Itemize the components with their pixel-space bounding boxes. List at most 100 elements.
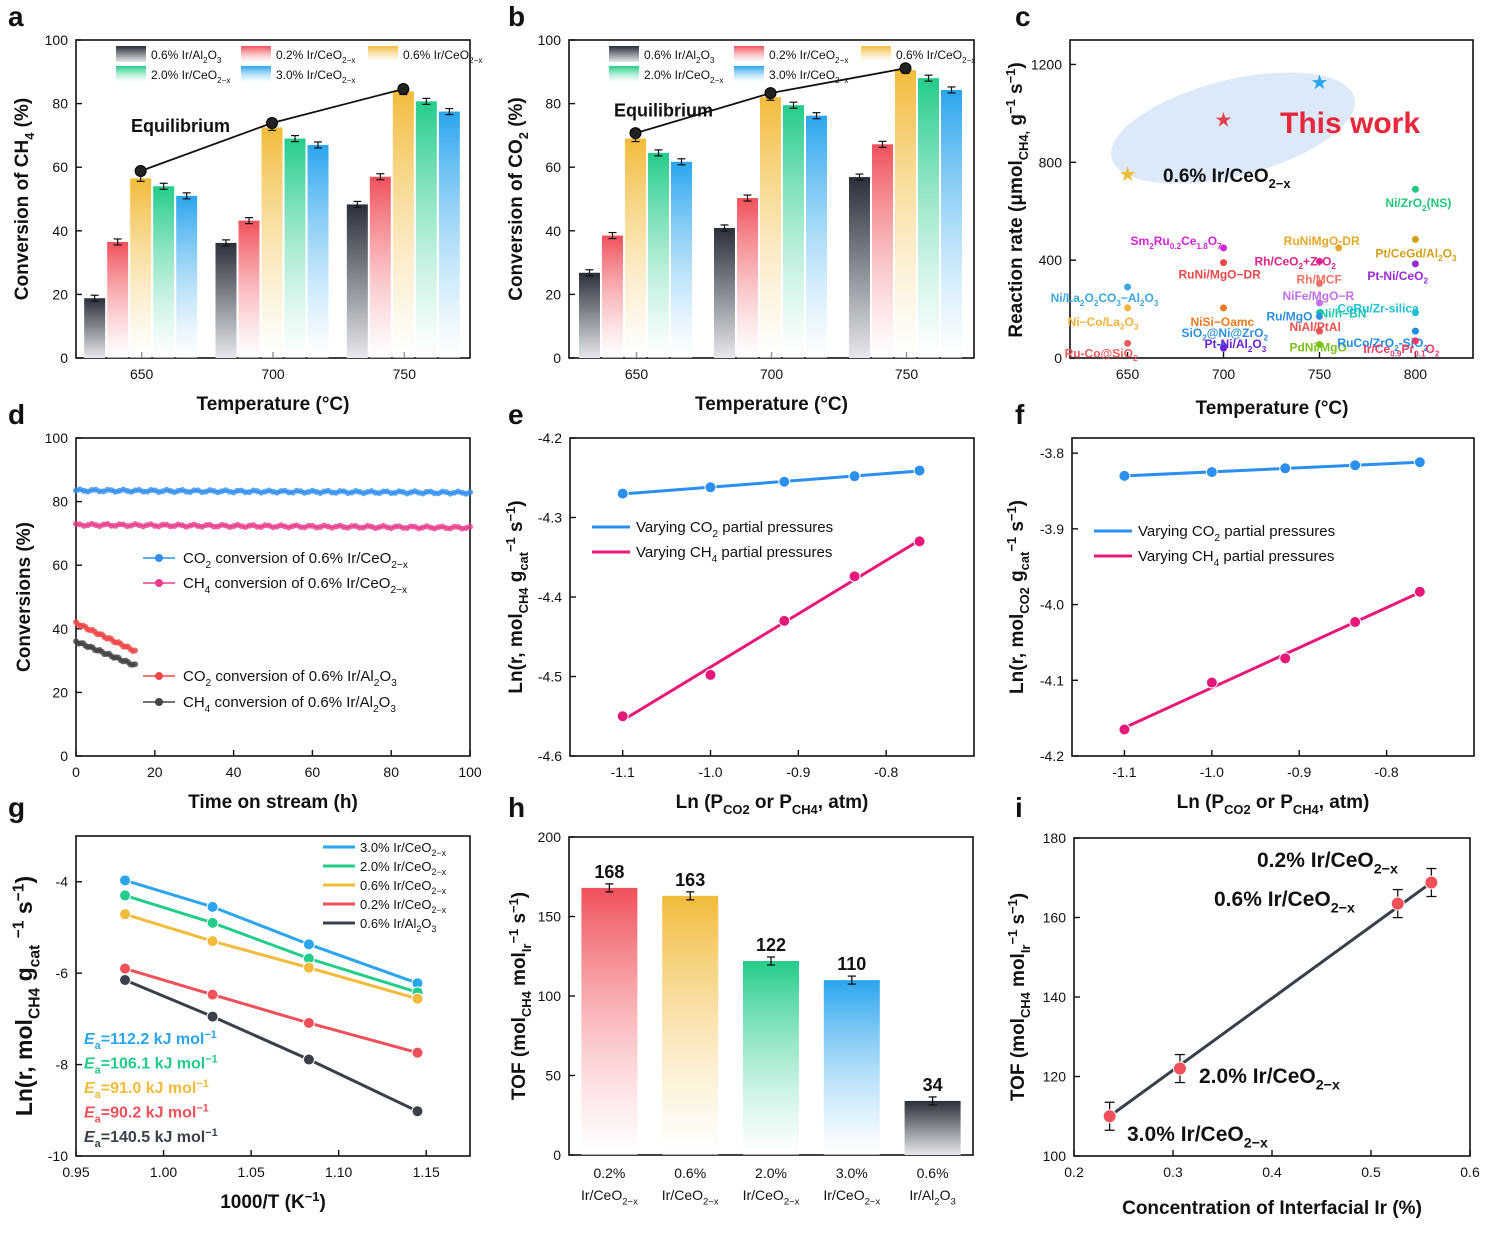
data-point	[1411, 185, 1419, 193]
y-axis-label: Ln(r, molCO2 gcat−1 s−1)	[1004, 500, 1032, 694]
y-tick-label: 20	[545, 286, 561, 302]
data-point	[1102, 1109, 1117, 1124]
ea-label: Ea=140.5 kJ mol−1	[84, 1127, 218, 1150]
series-line	[124, 893, 418, 994]
ea-label: Ea=106.1 kJ mol−1	[84, 1053, 218, 1076]
point-label: NiSi−Oamc	[1191, 315, 1255, 329]
highlight-ellipse	[1111, 72, 1355, 184]
y-tick-label: 800	[1039, 154, 1063, 170]
fit-line	[621, 538, 921, 722]
data-point	[119, 874, 132, 887]
panel-a: 0 20 40 60 80 100 650 700 750 Equilibrium 0.6% Ir/…	[12, 32, 482, 415]
bar	[438, 111, 460, 358]
y-tick-label: -10	[48, 1148, 68, 1164]
legend-label: 2.0% Ir/CeO2−x	[644, 68, 723, 85]
bar	[941, 89, 962, 359]
panel-letter: g	[8, 792, 25, 823]
legend-label: 0.6% Ir/CeO2−x	[403, 48, 482, 65]
highlight-label: This work	[1280, 107, 1420, 140]
point-label: Ni/La2O2CO3−Al2O3	[1051, 291, 1159, 308]
y-tick-label: 60	[52, 557, 68, 573]
y-tick-label: 20	[52, 286, 68, 302]
data-point	[778, 614, 791, 627]
star-marker: ★	[1311, 72, 1329, 94]
legend-label: CH4 conversion of 0.6% Ir/CeO2−x	[183, 575, 407, 596]
panel-c: 0 400 800 1200 650 700 750 800 ★ ★ ★ 0.6% Ir/CeO2−x…	[1003, 39, 1474, 419]
data-point	[206, 900, 219, 913]
y-axis-label: Ln(r, molCH4 gcat−1 s−1)	[503, 500, 531, 693]
legend-label: 0.6% Ir/CeO2−x	[360, 878, 447, 896]
x-tick-label: Ir/CeO2−x	[743, 1187, 800, 1207]
point-label: Sm2Ru0.2Ce1.8O7	[1131, 234, 1223, 251]
legend-label: 3.0% Ir/CeO2−x	[769, 68, 848, 85]
bar	[737, 198, 758, 358]
x-tick-label: 1.00	[150, 1164, 177, 1180]
equilibrium-label: Equilibrium	[131, 116, 230, 136]
point-label: Pt-Ni/CeO2	[1367, 269, 1428, 286]
data-point	[1205, 466, 1218, 479]
legend-label: 2.0% Ir/CeO2−x	[151, 68, 230, 85]
legend-label: 2.0% Ir/CeO2−x	[360, 859, 447, 877]
y-tick-label: -6	[56, 965, 69, 981]
point-label: Rh/CeO2+ZrO2	[1254, 254, 1336, 271]
legend-label: CO2 conversion of 0.6% Ir/Al2O3	[183, 668, 397, 689]
data-point	[119, 908, 132, 921]
x-tick-label: 0.4	[1262, 1164, 1282, 1180]
x-tick-label: 800	[1404, 366, 1428, 382]
panel-i: 100 120 140 160 180 0.2 0.3 0.4 0.5 0.6 3.0% Ir/Ce…	[1005, 830, 1480, 1219]
data-point	[913, 535, 926, 548]
legend-label: Varying CO2 partial pressures	[636, 519, 833, 540]
data-point	[206, 988, 219, 1001]
x-tick-label: 0.3	[1163, 1164, 1183, 1180]
legend-swatch	[734, 66, 764, 82]
point-label: Ni/h−BN	[1319, 307, 1366, 321]
plot-frame	[1071, 437, 1475, 757]
bar	[215, 242, 237, 358]
data-point	[206, 916, 219, 929]
data-point	[411, 1046, 424, 1059]
bar	[307, 144, 329, 358]
x-tick-label: 650	[625, 366, 649, 382]
x-tick-label: 750	[393, 366, 417, 382]
x-tick-label: 0.6%	[674, 1165, 706, 1181]
y-tick-label: -8	[56, 1057, 69, 1073]
x-tick-label: 0.2%	[593, 1165, 625, 1181]
x-tick-label: 80	[383, 764, 399, 780]
x-tick-label: -1.0	[1200, 764, 1224, 780]
x-axis-label: Temperature (°C)	[695, 394, 848, 415]
bar	[261, 127, 283, 358]
x-tick-label: 0.6%	[917, 1165, 949, 1181]
x-tick-label: 750	[1308, 366, 1332, 382]
x-tick-label: 0.95	[62, 1164, 89, 1180]
data-point	[1205, 676, 1218, 689]
data-point	[1411, 235, 1419, 243]
point-label: NiFe/MgO−R	[1282, 289, 1354, 303]
data-point	[1315, 279, 1323, 287]
y-axis-label: Ln(r, molCH4 gcat −1 s−1)	[10, 876, 43, 1116]
data-point	[1118, 723, 1131, 736]
y-tick-label: -4.2	[538, 430, 562, 446]
bar	[415, 101, 437, 359]
bar	[714, 227, 735, 358]
bar	[806, 115, 827, 359]
legend-marker	[155, 579, 163, 587]
data-label: 163	[675, 870, 705, 890]
bar	[602, 235, 623, 358]
fit-line	[1123, 591, 1421, 730]
data-point	[778, 475, 791, 488]
point-label: NiAl/PtAl	[1289, 320, 1340, 334]
plot-frame	[75, 437, 471, 757]
legend-swatch	[368, 46, 398, 62]
bar	[823, 980, 880, 1155]
data-point	[1124, 304, 1132, 312]
point-label: RuNiMgO-DR	[1284, 234, 1360, 248]
x-tick-label: -1.0	[698, 764, 722, 780]
bar	[648, 152, 669, 358]
y-tick-label: 180	[1043, 830, 1067, 846]
y-tick-label: 40	[52, 621, 68, 637]
x-tick-label: 60	[305, 764, 321, 780]
panel-letter: e	[508, 399, 524, 430]
series-point	[132, 661, 139, 668]
point-label: 0.6% Ir/CeO2−x	[1214, 888, 1355, 917]
panel-f: -4.2 -4.1 -4.0 -3.9 -3.8 -1.1 -1.0 -0.9 -0.8 Vary…	[1004, 437, 1475, 817]
